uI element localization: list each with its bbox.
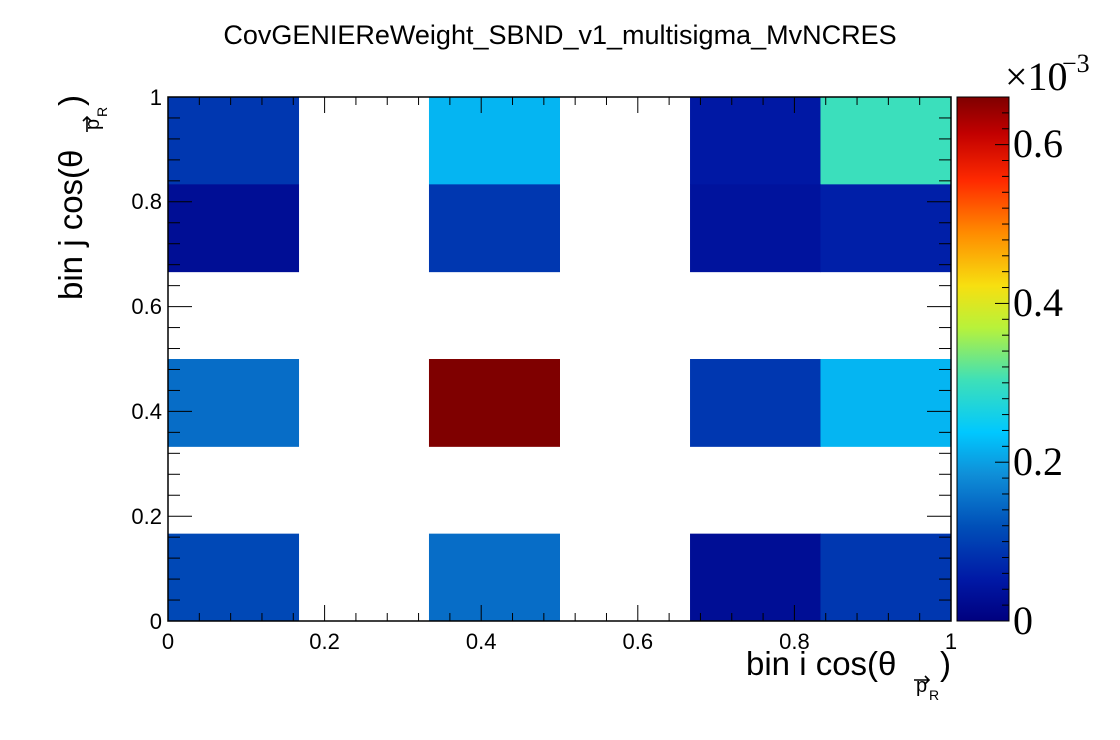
heatmap-cell	[168, 533, 300, 622]
y-axis-ticks	[168, 96, 951, 622]
y-axis-title: bin j cos(θ p R )	[52, 95, 110, 300]
heatmap-cell	[820, 97, 952, 185]
y-tick-label: 0.8	[131, 189, 162, 214]
colorbar-tick-label: 0.2	[1013, 439, 1063, 484]
colorbar-tick-label: 0.4	[1013, 280, 1063, 325]
x-tick-labels: 0 0.2 0.4 0.6 0.8 1	[162, 629, 957, 654]
colorbar-tick-labels: 0 0.2 0.4 0.6	[1013, 121, 1063, 643]
heatmap-cell	[428, 359, 560, 447]
x-axis-title-subsub: R	[929, 687, 939, 703]
x-tick-label: 0.8	[779, 629, 810, 654]
heatmap-cells	[168, 97, 952, 622]
colorbar-exponent: ×10 −3	[1005, 49, 1090, 99]
x-tick-label: 1	[945, 629, 957, 654]
x-tick-label: 0.6	[623, 629, 654, 654]
colorbar-multiplier: ×10	[1005, 54, 1068, 99]
y-tick-label: 1	[150, 85, 162, 110]
heatmap-cell	[690, 97, 821, 185]
heatmap-cell	[168, 184, 300, 273]
colorbar-ticks	[995, 112, 1009, 622]
x-axis-ticks	[167, 97, 952, 621]
heatmap-cell	[690, 359, 821, 447]
colorbar-tick-label: 0	[1013, 598, 1033, 643]
x-axis-title-sub: p	[916, 675, 927, 697]
y-axis-title-subsub: R	[94, 107, 110, 117]
y-axis-title-main: bin j cos(θ	[52, 150, 89, 300]
colorbar-tick-label: 0.6	[1013, 121, 1063, 166]
y-tick-label: 0	[150, 609, 162, 634]
heatmap-cell	[428, 97, 560, 185]
heatmap-cell	[690, 184, 821, 273]
x-tick-label: 0.2	[309, 629, 340, 654]
heatmap-cell	[428, 533, 560, 622]
x-axis-title: bin i cos(θ p R )	[746, 645, 951, 703]
vector-arrow-icon	[82, 115, 92, 132]
colorbar-exponent-value: −3	[1062, 49, 1090, 78]
heatmap-cell	[820, 533, 952, 622]
heatmap-cell	[168, 97, 300, 185]
x-axis-title-close: )	[940, 645, 951, 682]
x-tick-label: 0.4	[466, 629, 497, 654]
svg-text:bin i cos(θ: bin i cos(θ	[746, 645, 896, 682]
heatmap-cell	[690, 533, 821, 622]
y-axis-title-close: )	[52, 95, 89, 106]
x-axis-title-main: bin i cos(θ	[746, 645, 896, 682]
y-tick-label: 0.6	[131, 294, 162, 319]
svg-text:bin j cos(θ: bin j cos(θ	[52, 150, 89, 300]
heatmap-cell	[168, 359, 300, 447]
vector-arrow-icon	[914, 675, 931, 685]
x-tick-label: 0	[162, 629, 174, 654]
y-tick-labels: 0 0.2 0.4 0.6 0.8 1	[131, 85, 162, 634]
colorbar	[956, 96, 1010, 622]
heatmap-cell	[820, 184, 952, 273]
heatmap-cell	[428, 184, 560, 273]
y-tick-label: 0.4	[131, 399, 162, 424]
y-axis-title-sub: p	[82, 119, 104, 130]
chart-title: CovGENIEReWeight_SBND_v1_multisigma_MvNC…	[223, 20, 896, 50]
plot-frame	[167, 96, 952, 622]
heatmap-cell	[820, 359, 952, 447]
y-tick-label: 0.2	[131, 504, 162, 529]
